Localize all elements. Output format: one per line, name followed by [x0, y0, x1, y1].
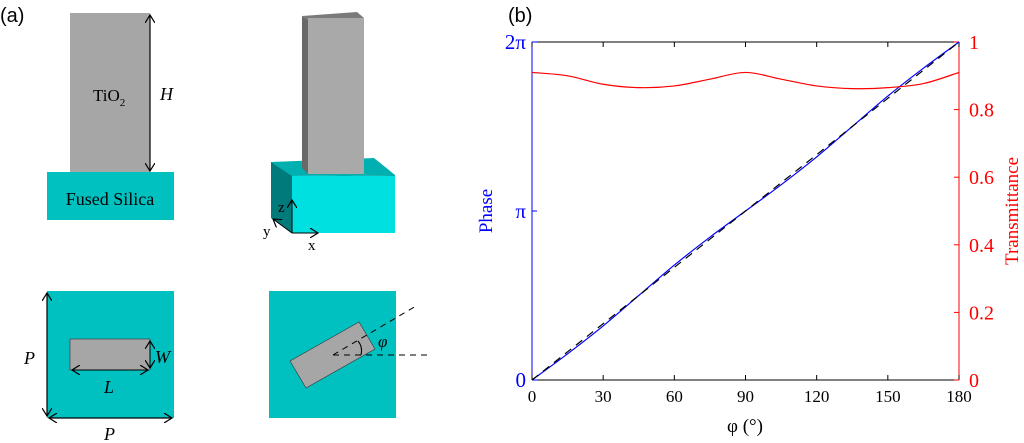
period-label-horizontal: P [103, 424, 115, 443]
panel-a-schematic: (a) TiO2 H Fused Silica z x y P P W L [0, 5, 428, 443]
length-label: L [103, 377, 114, 397]
top-view: P P W L [23, 291, 174, 443]
y-right-axis-label: Transmittance [1002, 157, 1023, 265]
panel-a-label: (a) [0, 5, 24, 27]
x-axis-label: φ (°) [727, 416, 763, 437]
angle-label: φ [378, 332, 387, 351]
ideal-phase-dashed-line [531, 41, 960, 381]
x-tick-label: 150 [875, 387, 901, 406]
y-right-tick-label: 0 [969, 370, 979, 392]
substrate-label: Fused Silica [66, 189, 155, 209]
y-right-tick-label: 1 [969, 32, 979, 54]
pillar-rotated [289, 321, 376, 389]
substrate-side [47, 172, 174, 220]
y-right-tick-label: 0.4 [969, 235, 994, 257]
axis-z-label: z [278, 200, 285, 216]
x-tick-label: 90 [737, 387, 754, 406]
y-left-tick-label: 0 [516, 368, 527, 392]
pillar-material-label: TiO2 [93, 86, 125, 109]
substrate-3d-side [271, 162, 292, 233]
y-left-axis-label: Phase [476, 189, 497, 233]
width-label: W [155, 347, 172, 367]
x-tick-label: 60 [666, 387, 683, 406]
x-tick-label: 120 [804, 387, 830, 406]
3d-view: z x y [263, 12, 395, 254]
axis-x-label: x [308, 238, 316, 254]
transmittance-curve [531, 71, 960, 90]
pillar-side [70, 13, 150, 173]
y-right-tick-label: 0.2 [969, 302, 994, 324]
y-left-tick-label: 2π [505, 30, 527, 54]
height-label: H [159, 84, 174, 104]
y-right-tick-label: 0.6 [969, 167, 994, 189]
period-label-vertical: P [23, 348, 35, 368]
side-view: TiO2 H Fused Silica [47, 13, 174, 220]
x-tick-label: 0 [528, 387, 537, 406]
pillar-top [69, 338, 151, 371]
substrate-3d-front [292, 176, 395, 233]
y-right-tick-label: 0.8 [969, 100, 994, 122]
pillar-3d [308, 18, 364, 174]
y-left-tick-label: π [515, 199, 526, 223]
rotated-top-view: φ [269, 291, 428, 418]
panel-b-label: (b) [508, 5, 532, 27]
axis-y-label: y [263, 224, 271, 240]
x-tick-label: 30 [595, 387, 612, 406]
x-tick-label: 180 [946, 387, 972, 406]
